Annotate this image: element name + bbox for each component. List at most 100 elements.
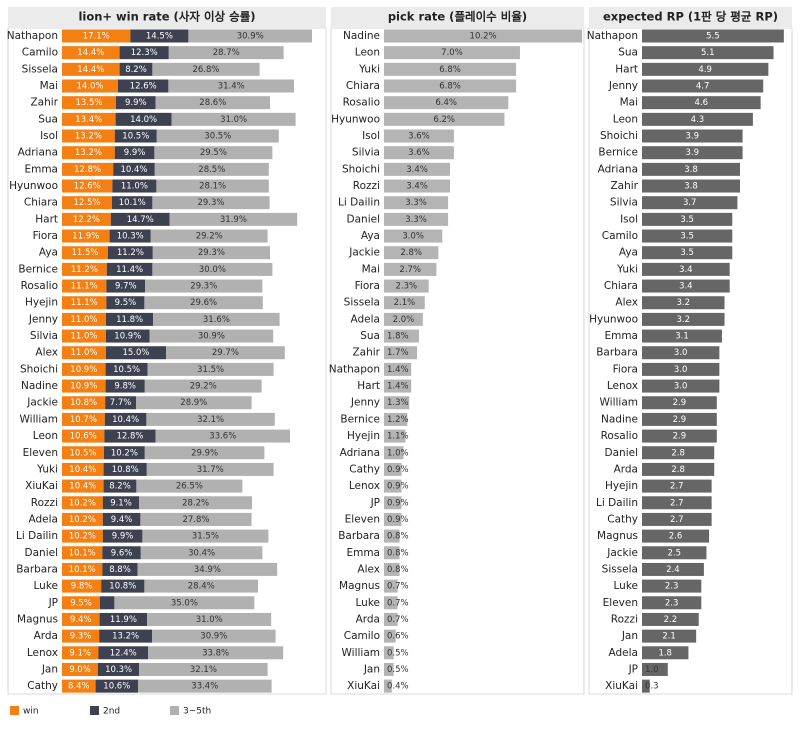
bar (642, 46, 774, 60)
value-label: 0.9% (387, 498, 409, 508)
value-label: 3.0 (674, 365, 688, 375)
value-label: 3.5 (680, 215, 694, 225)
category-label: Isol (362, 130, 380, 142)
bar-segment (154, 146, 273, 160)
value-label: 2.7 (670, 515, 684, 525)
value-label: 11.4% (116, 265, 143, 275)
value-label: 10.2% (111, 448, 138, 458)
value-label: 9.1% (110, 498, 132, 508)
value-label: 3.1 (675, 332, 689, 342)
value-label: 13.5% (75, 98, 102, 108)
value-label: 10.5% (113, 365, 140, 375)
bar-segment (144, 579, 258, 593)
value-label: 31.5% (192, 532, 219, 542)
category-label: Adriana (598, 163, 638, 175)
value-label: 14.7% (127, 215, 154, 225)
bar-segment (171, 112, 296, 126)
bar-segment (156, 179, 269, 193)
value-label: 14.4% (77, 65, 104, 75)
category-label: Jackie (348, 247, 380, 259)
value-label: 12.3% (131, 48, 158, 58)
value-label: 3.2 (676, 315, 690, 325)
category-label: Zahir (30, 97, 58, 109)
category-label: Fiora (613, 363, 638, 375)
bar (384, 512, 402, 526)
value-label: 11.2% (117, 248, 144, 258)
category-label: Magnus (17, 613, 58, 625)
bar-segment (139, 662, 268, 676)
value-label: 11.0% (121, 182, 148, 192)
bar-segment (62, 629, 100, 643)
category-label: Adriana (340, 447, 380, 459)
bar-segment (136, 479, 243, 493)
bar-segment (62, 362, 106, 376)
value-label: 10.8% (70, 398, 97, 408)
category-label: Lenox (349, 480, 380, 492)
category-label: Jan (363, 663, 380, 675)
bar-segment (140, 546, 263, 560)
bar-segment (62, 596, 100, 610)
category-label: Camilo (344, 630, 380, 642)
value-label: 7.7% (110, 398, 132, 408)
category-label: Nadine (601, 413, 638, 425)
value-label: 29.7% (212, 348, 239, 358)
category-label: Jackie (606, 547, 638, 559)
category-label: Jenny (608, 80, 638, 92)
value-label: 13.2% (75, 132, 102, 142)
category-label: Zahir (610, 180, 638, 192)
bar-segment (101, 579, 145, 593)
category-label: Barbara (338, 530, 380, 542)
category-label: Emma (24, 163, 58, 175)
bar (384, 629, 396, 643)
bar (642, 312, 725, 326)
bar-segment (114, 596, 255, 610)
value-label: 6.8% (439, 82, 461, 92)
bar (642, 496, 712, 510)
bar-segment (152, 246, 270, 260)
category-label: Rosalio (21, 280, 58, 292)
bar-segment (62, 662, 98, 676)
value-label: 3.5 (680, 248, 694, 258)
category-label: Luke (34, 580, 59, 592)
value-label: 3.8 (684, 165, 698, 175)
bar (642, 296, 725, 310)
bar (642, 662, 668, 676)
value-label: 26.8% (192, 65, 219, 75)
legend-label: 2nd (103, 707, 120, 717)
bar-segment (114, 146, 155, 160)
value-label: 10.7% (70, 415, 97, 425)
value-label: 9.5% (115, 298, 137, 308)
category-label: Rosalio (343, 97, 380, 109)
bar (384, 529, 400, 543)
bar (642, 646, 689, 660)
panel-title: pick rate (플레이수 비율) (388, 10, 527, 24)
value-label: 9.6% (111, 548, 133, 558)
bar-segment (62, 612, 100, 626)
bar (384, 29, 583, 43)
category-label: Chiara (24, 197, 58, 209)
value-label: 8.2% (109, 482, 131, 492)
value-label: 3.6% (408, 132, 430, 142)
value-label: 3.5 (680, 232, 694, 242)
bar-segment (106, 346, 166, 360)
value-label: 28.6% (199, 98, 226, 108)
value-label: 7.0% (441, 48, 463, 58)
category-label: Eleven (345, 513, 380, 525)
bar-segment (152, 629, 276, 643)
category-label: Emma (346, 547, 380, 559)
value-label: 11.0% (70, 348, 97, 358)
bar-segment (62, 679, 96, 693)
category-label: Barbara (596, 347, 638, 359)
value-label: 10.1% (69, 548, 96, 558)
value-label: 30.9% (200, 632, 227, 642)
category-label: Cathy (607, 513, 638, 525)
bar-segment (139, 496, 252, 510)
category-label: Hyejin (347, 430, 380, 442)
value-label: 3.0 (674, 382, 688, 392)
value-label: 31.9% (220, 215, 247, 225)
bar (642, 579, 702, 593)
category-label: William (20, 413, 58, 425)
bar (384, 212, 449, 226)
value-label: 10.1% (119, 198, 146, 208)
bar-segment (62, 262, 107, 276)
